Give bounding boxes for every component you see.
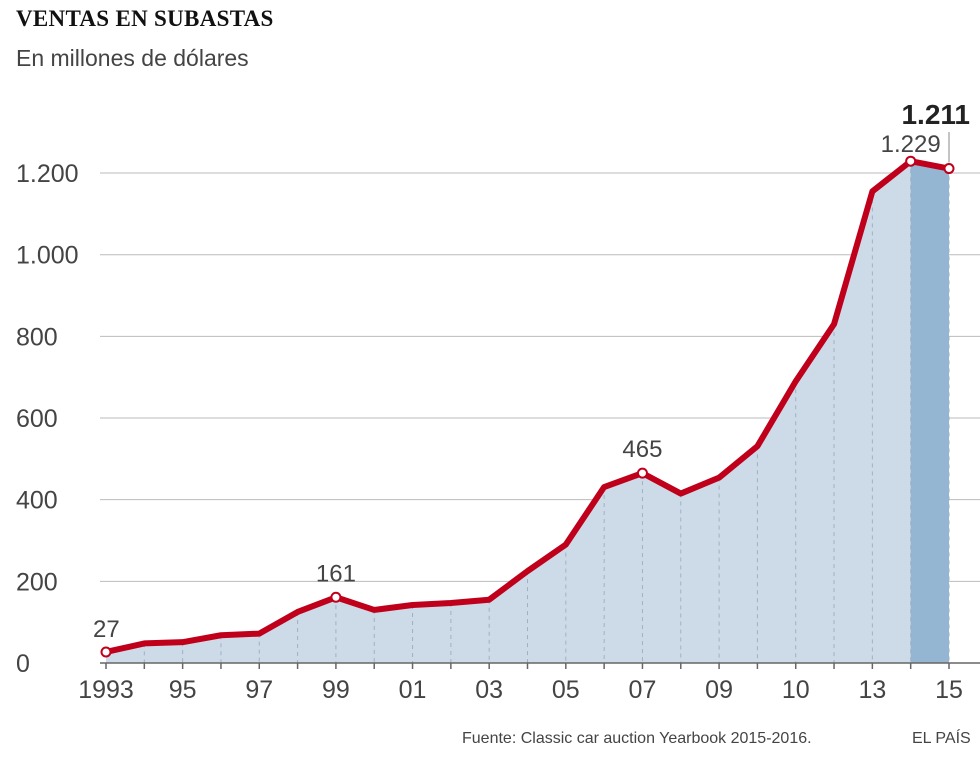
y-tick-label: 1.200 (16, 160, 79, 188)
data-point-marker (943, 163, 955, 175)
x-tick-label: 07 (629, 676, 657, 704)
highlight-bar (910, 161, 949, 664)
x-tick-label: 97 (245, 676, 273, 704)
chart-title: VENTAS EN SUBASTAS (16, 6, 274, 31)
data-point-marker (905, 155, 917, 167)
x-tick-label: 10 (782, 676, 810, 704)
data-point-marker (330, 591, 342, 603)
x-tick-label: 03 (475, 676, 503, 704)
x-tick-label: 15 (935, 676, 963, 704)
y-tick-label: 400 (16, 487, 58, 515)
x-tick-label: 05 (552, 676, 580, 704)
y-tick-label: 200 (16, 568, 58, 596)
y-tick-label: 600 (16, 405, 58, 433)
source-note: Fuente: Classic car auction Yearbook 201… (462, 730, 812, 747)
y-tick-label: 1.000 (16, 242, 79, 270)
x-tick-label: 01 (399, 676, 427, 704)
x-tick-label: 13 (858, 676, 886, 704)
brand-label: EL PAÍS (912, 730, 971, 747)
chart-subtitle: En millones de dólares (16, 45, 249, 71)
data-point-marker (100, 646, 112, 658)
y-tick-label: 800 (16, 323, 58, 351)
data-label: 465 (622, 436, 662, 463)
data-label: 161 (316, 560, 356, 587)
data-label: 1.211 (901, 99, 970, 130)
area-fill (106, 161, 949, 664)
data-label: 27 (93, 616, 120, 643)
y-tick-label: 0 (16, 650, 30, 678)
series-line (103, 158, 952, 655)
x-tick-label: 1993 (78, 676, 134, 704)
x-tick-label: 09 (705, 676, 733, 704)
x-tick-label: 95 (169, 676, 197, 704)
x-tick-label: 99 (322, 676, 350, 704)
data-label: 1.229 (881, 131, 941, 158)
data-point-marker (636, 467, 648, 479)
